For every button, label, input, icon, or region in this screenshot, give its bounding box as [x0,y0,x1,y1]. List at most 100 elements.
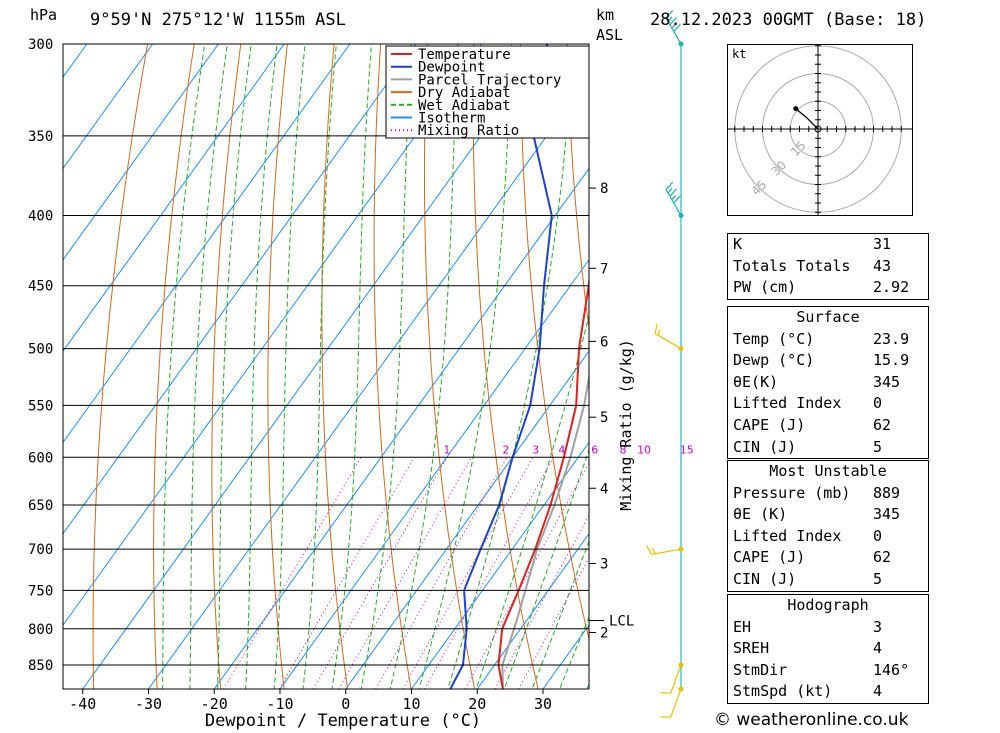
most-unstable-key: CAPE (J) [733,548,806,567]
hodograph-index-row: StmDir 146° [728,660,928,682]
legend-box [385,45,590,139]
isotherm-line [63,44,351,444]
dry-adiabat-line [373,44,412,689]
surface-row: Dewp (°C) 15.9 [728,350,928,372]
index-key: Totals Totals [733,256,851,275]
isotherm-line [63,44,417,535]
most-unstable-key: Pressure (mb) [733,483,851,502]
mixing-ratio-axis-label: Mixing Ratio (g/kg) [617,339,635,511]
index-row: PW (cm) 2.92 [728,277,928,299]
dry-adiabat-line [153,44,195,689]
indices-table-most-unstable: Most Unstable Pressure (mb) 889 θE (K) 345 Li… [727,460,929,592]
wet-adiabat-line [245,44,278,689]
hodograph-index-row: StmSpd (kt) 4 [728,681,928,703]
surface-key: CAPE (J) [733,415,806,434]
mixing-ratio-label: 1 [443,443,450,456]
temp-tick-label: -30 [135,695,162,713]
indices-table-top: K 31 Totals Totals 43 PW (cm) 2.92 [727,233,929,300]
km-tick-label: 6 [600,334,608,350]
index-value: 2.92 [873,278,910,297]
surface-row: Lifted Index 0 [728,393,928,415]
hodograph-index-value: 4 [873,682,883,701]
isotherm-line [82,44,548,689]
most-unstable-value: 345 [873,505,901,524]
dry-adiabat-line [92,44,149,689]
index-row: K 31 [728,234,928,256]
index-row: Totals Totals 43 [728,256,928,278]
km-tick-label: 2 [600,626,608,642]
wet-adiabat-line [418,44,512,689]
pressure-tick-label: 450 [28,279,53,295]
wind-barb-flag [667,188,673,194]
wind-barb-flag [646,545,652,555]
most-unstable-row: Pressure (mb) 889 [728,483,928,505]
legend-entry: Parcel Trajectory [418,72,561,88]
mixing-ratio-label: 4 [558,443,565,456]
isotherm-line [63,44,219,261]
hodograph-unit-label: kt [732,47,746,61]
hodograph-index-key: SREH [733,639,770,658]
wet-adiabat-line [189,44,228,689]
mixing-ratio-label: 8 [620,443,627,456]
temp-tick-label: -40 [69,695,96,713]
wind-barb-flag [671,194,677,201]
mixing-ratio-line [464,462,589,689]
temp-tick-label: -10 [266,695,293,713]
wind-barb-flag [669,16,678,26]
dry-adiabat-line [472,44,539,689]
wind-barb-staff [651,548,682,555]
credit-text: © weatheronline.co.uk [714,710,909,730]
wind-barb-flag [665,10,674,19]
pressure-tick-label: 350 [28,129,53,145]
wind-barb-flag [665,181,674,190]
pressure-tick-label: 600 [28,450,53,466]
hodograph-index-value: 3 [873,617,883,636]
hodograph-index-key: StmSpd (kt) [733,682,833,701]
mixing-ratio-label: 2 [502,443,509,456]
hodograph-index-section-title: Hodograph [787,596,869,614]
mixing-ratio-label: 6 [591,443,598,456]
wind-barb-flag [673,23,681,32]
surface-key: Dewp (°C) [733,351,815,370]
wind-barb-flag [657,329,661,336]
most-unstable-row: CIN (J) 5 [728,569,928,591]
hodograph-index-value: 146° [873,660,910,679]
legend-entry: Dewpoint [418,60,485,76]
asl-label: ASL [596,26,624,44]
dry-adiabat-line [424,44,476,689]
indices-table-hodograph: Hodograph EH 3 SREH 4 StmDir 146° StmSpd (kt) 4 [727,594,929,704]
index-value: 31 [873,235,892,253]
mixing-ratio-line [424,457,554,689]
isotherm-line [213,167,589,689]
mixing-ratio-line [338,457,472,689]
temperature-line [497,272,589,689]
dry-adiabat-line [520,44,589,642]
most-unstable-value: 0 [873,526,883,545]
datetime-title: 28.12.2023 00GMT (Base: 18) [650,10,927,30]
wind-barb-flag [667,16,673,22]
isotherm-line [148,76,589,689]
dry-adiabat-line [566,44,589,332]
km-tick-label: 5 [600,410,608,426]
pressure-tick-label: 300 [28,37,53,53]
legend-entry: Mixing Ratio [418,123,519,139]
most-unstable-key: CIN (J) [733,569,797,588]
most-unstable-key: θE (K) [733,505,788,524]
surface-value: 23.9 [873,329,910,348]
wet-adiabat-line [302,44,337,689]
pressure-tick-label: 850 [28,658,53,674]
hodograph-index-value: 4 [873,639,883,658]
dry-adiabat-line [267,44,288,689]
isotherm-line [345,350,589,689]
isotherm-line [63,44,285,352]
wet-adiabat-line [475,313,589,689]
hodograph-trace [795,108,819,130]
wind-barb-flag [651,548,656,554]
temp-tick-label: -20 [201,695,228,713]
wet-adiabat-line [447,44,574,689]
wind-barb-flag [669,188,678,197]
surface-row: CAPE (J) 62 [728,415,928,437]
km-label: km [596,6,615,24]
